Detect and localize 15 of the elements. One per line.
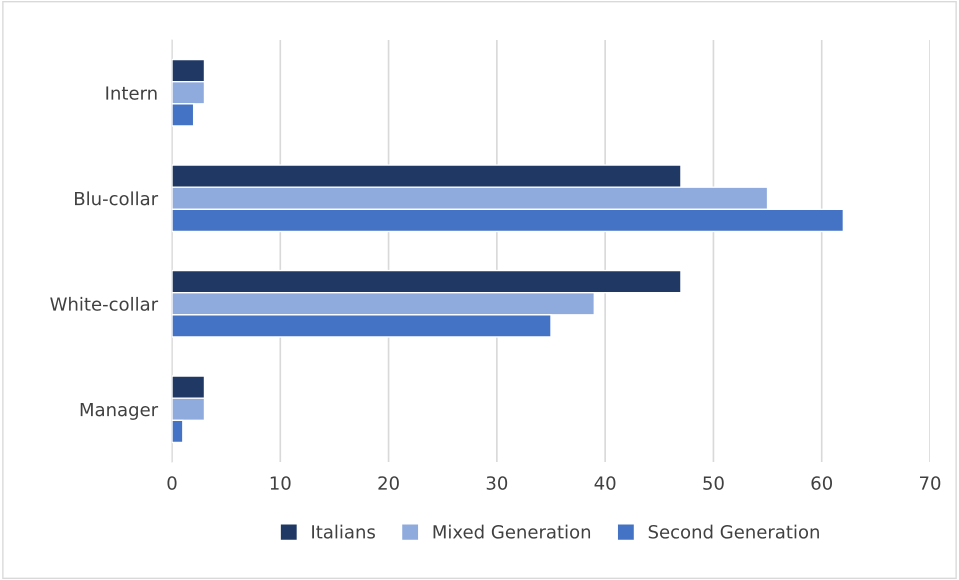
x-tick-label: 10 [270,476,291,490]
x-tick-label: 70 [920,476,940,490]
y-tick-label: Intern [106,86,157,100]
x-tick-label: 30 [486,476,508,490]
y-tick-label: Manager [80,402,158,420]
x-tick-label: 50 [703,476,724,490]
x-tick-label: 40 [594,476,616,490]
x-tick-label: 0 [167,476,177,490]
y-tick-label: Blu-collar [75,191,158,206]
x-tick-label: 60 [811,476,832,490]
y-tick-label: White-collar [50,296,158,311]
x-tick-label: 20 [378,476,399,490]
legend-label: Italians [312,524,375,539]
legend-label: Mixed Generation [434,524,590,539]
legend-label: Second Generation [648,524,819,539]
